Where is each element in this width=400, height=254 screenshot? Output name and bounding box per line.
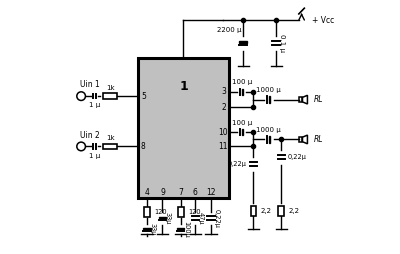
Bar (250, 206, 256, 216)
Text: 0,22µ: 0,22µ (228, 161, 247, 167)
Text: 2,2: 2,2 (261, 208, 272, 214)
Text: 10: 10 (218, 128, 228, 137)
Text: 1000 µ: 1000 µ (256, 127, 281, 133)
Text: 0,1 µ: 0,1 µ (279, 34, 285, 52)
Bar (242, 89, 243, 95)
Bar (299, 137, 302, 142)
Text: + Vcc: + Vcc (312, 16, 334, 25)
Text: RL: RL (313, 135, 323, 144)
Circle shape (77, 92, 86, 100)
Text: RL: RL (313, 95, 323, 104)
Text: 2: 2 (221, 103, 226, 112)
Text: 47µ: 47µ (198, 212, 204, 225)
Circle shape (77, 142, 86, 151)
Polygon shape (302, 135, 308, 144)
Text: 2200 µ: 2200 µ (218, 27, 242, 34)
Text: 1k: 1k (106, 135, 114, 141)
Text: 1 µ: 1 µ (89, 102, 100, 108)
Bar (269, 96, 270, 103)
Bar (138, 58, 229, 198)
Text: 100µ: 100µ (183, 221, 189, 238)
Text: 3: 3 (221, 87, 226, 97)
Text: 1000 µ: 1000 µ (256, 87, 281, 93)
Bar (269, 136, 270, 143)
Bar (159, 217, 166, 218)
Bar (242, 130, 243, 135)
Text: 11: 11 (218, 142, 228, 151)
Text: 1 µ: 1 µ (89, 153, 100, 158)
Text: 33µ: 33µ (165, 212, 171, 225)
Text: 2,2: 2,2 (289, 208, 300, 214)
Text: 1k: 1k (106, 85, 114, 91)
Bar (104, 144, 117, 149)
Text: 0,22µ: 0,22µ (288, 154, 306, 160)
Text: Uin 1: Uin 1 (80, 80, 100, 89)
Bar (239, 41, 247, 43)
Bar (177, 228, 184, 229)
Text: 100 µ: 100 µ (232, 120, 252, 126)
Text: 8: 8 (141, 142, 146, 151)
Bar (144, 207, 150, 217)
Text: 33µ: 33µ (150, 223, 156, 235)
Bar (104, 93, 117, 99)
Text: 5: 5 (141, 92, 146, 101)
Bar (143, 228, 150, 229)
Bar (178, 207, 184, 217)
Bar (299, 97, 302, 102)
Text: 4: 4 (144, 188, 149, 197)
Text: 100 µ: 100 µ (232, 79, 252, 85)
Text: 0,22µ: 0,22µ (214, 209, 220, 228)
Text: 12: 12 (206, 188, 216, 197)
Polygon shape (302, 95, 308, 104)
Text: 9: 9 (160, 188, 165, 197)
Text: Uin 2: Uin 2 (80, 131, 100, 139)
Bar (278, 206, 284, 216)
Text: 6: 6 (193, 188, 198, 197)
Text: 7: 7 (178, 188, 183, 197)
Text: 1: 1 (179, 80, 188, 93)
Text: 120: 120 (154, 209, 167, 215)
Text: 120: 120 (188, 209, 200, 215)
